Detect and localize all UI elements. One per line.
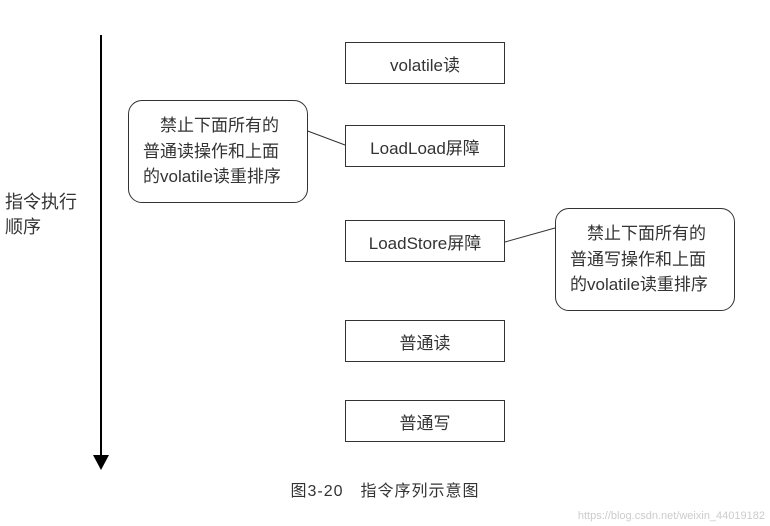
arrow-head — [93, 455, 109, 470]
callout-loadstore: 禁止下面所有的普通写操作和上面的volatile读重排序 — [555, 208, 735, 311]
box-volatile-read: volatile读 — [345, 42, 505, 84]
arrow-line — [100, 35, 102, 460]
figure-caption: 图3-20 指令序列示意图 — [0, 477, 770, 501]
diagram-container: 指令执行顺序 禁止下面所有的普通读操作和上面的volatile读重排序 禁止下面… — [0, 0, 770, 526]
callout-loadload: 禁止下面所有的普通读操作和上面的volatile读重排序 — [128, 100, 308, 203]
box-normal-read: 普通读 — [345, 320, 505, 362]
watermark: https://blog.csdn.net/weixin_44019182 — [578, 510, 765, 522]
side-label: 指令执行顺序 — [5, 190, 77, 240]
box-loadstore-barrier: LoadStore屏障 — [345, 220, 505, 262]
box-loadload-barrier: LoadLoad屏障 — [345, 125, 505, 167]
box-normal-write: 普通写 — [345, 400, 505, 442]
